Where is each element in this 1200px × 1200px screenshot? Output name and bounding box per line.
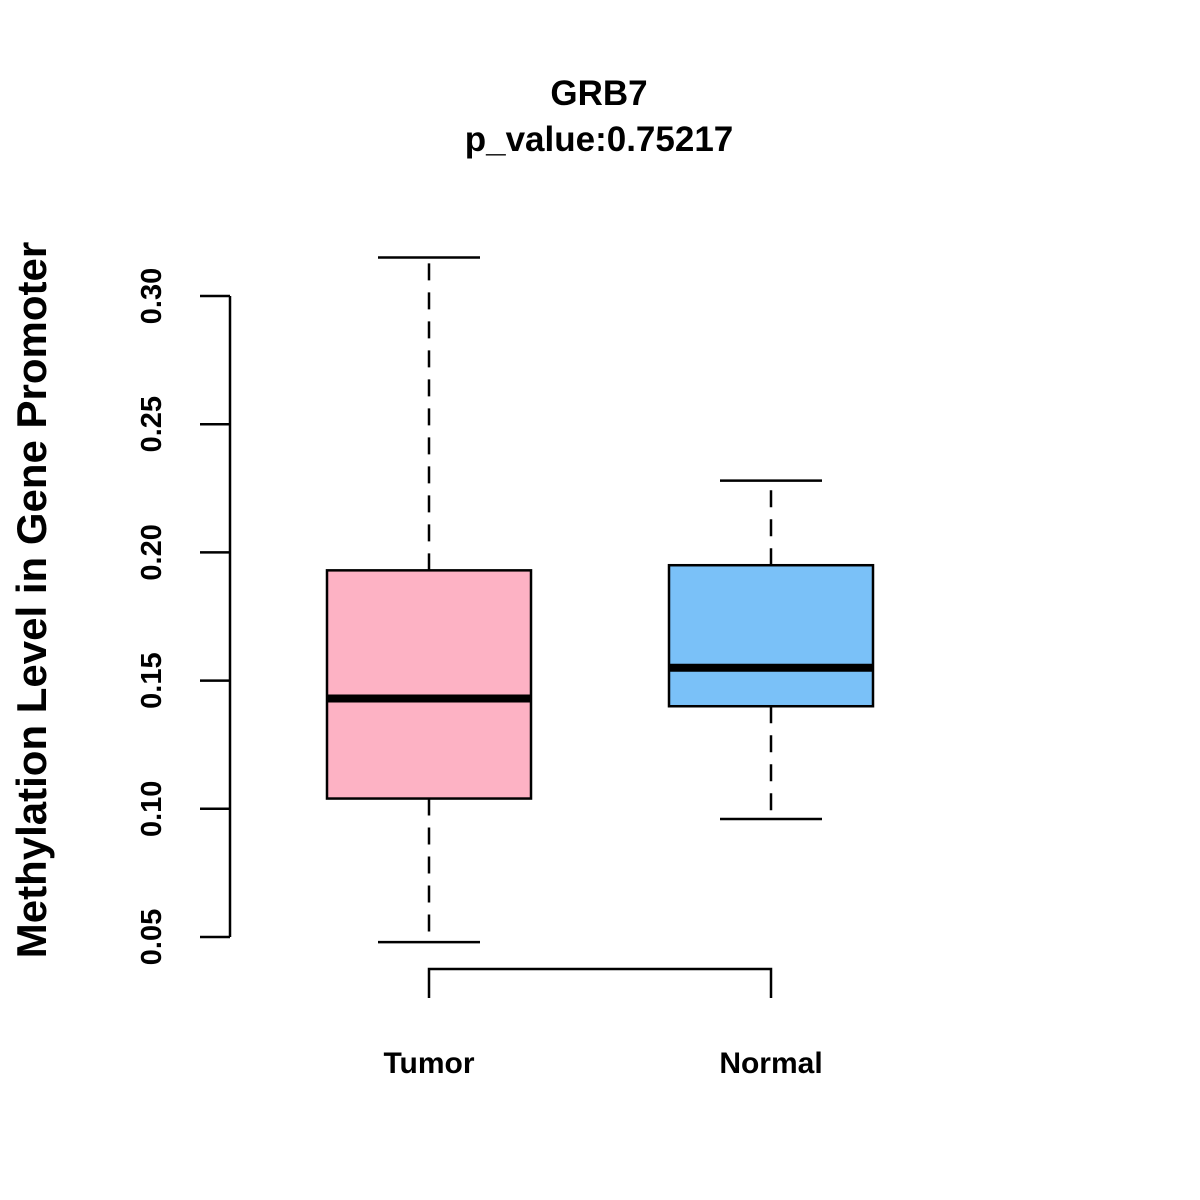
y-tick-label-4: 0.25 <box>136 396 168 452</box>
bracket-line <box>427 967 773 998</box>
box-normal: Normal <box>667 479 875 1080</box>
box-layer: Tumor Normal <box>325 256 875 1080</box>
y-tick-label-5: 0.30 <box>136 268 168 324</box>
category-label-tumor: Tumor <box>383 1047 474 1080</box>
category-label-normal: Normal <box>719 1047 822 1080</box>
y-tick-label-2: 0.15 <box>136 652 168 708</box>
chart-title: GRB7 <box>550 74 647 113</box>
chart-subtitle: p_value:0.75217 <box>465 120 734 159</box>
tumor-iqr-box <box>325 569 533 800</box>
y-tick-label-3: 0.20 <box>136 524 168 580</box>
y-axis: 0.05 0.10 0.15 0.20 0.25 0.30 <box>136 268 232 965</box>
y-axis-label: Methylation Level in Gene Promoter <box>8 242 55 958</box>
normal-iqr-box <box>667 563 875 708</box>
y-tick-label-0: 0.05 <box>136 909 168 965</box>
y-tick-label-1: 0.10 <box>136 781 168 837</box>
comparison-bracket <box>427 967 773 998</box>
box-tumor: Tumor <box>325 256 533 1080</box>
